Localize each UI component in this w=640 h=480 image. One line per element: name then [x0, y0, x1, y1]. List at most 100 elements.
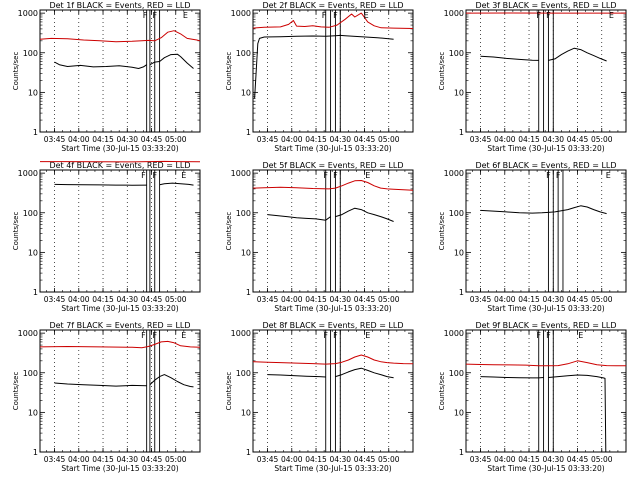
plot-frame — [465, 329, 627, 453]
x-tick-label: 04:00 — [68, 295, 90, 304]
x-tick-label: 04:00 — [68, 455, 90, 464]
panel-title: Det 7f BLACK = Events, RED = LLD — [49, 321, 190, 330]
marker-flag-label: E — [365, 331, 370, 340]
x-tick-label: 05:00 — [591, 455, 613, 464]
panel-det-5: Det 5f BLACK = Events, RED = LLD 1 10 100 10… — [225, 161, 414, 313]
x-axis-label: Start Time (30-Jul-15 03:33:20) — [274, 144, 391, 153]
y-tick-label: 10 — [454, 88, 464, 97]
event-rate-line — [254, 34, 394, 99]
panel-det-4: Det 4f BLACK = Events, RED = LLD 1 10 100 10… — [12, 160, 201, 313]
x-tick-label: 05:00 — [165, 295, 187, 304]
x-tick-label: 03:45 — [44, 455, 66, 464]
event-rate-line — [149, 53, 194, 69]
event-rate-line — [54, 382, 147, 387]
x-tick-label: 04:15 — [92, 455, 114, 464]
y-tick-label: 10 — [241, 408, 251, 417]
event-rate-line — [267, 374, 326, 378]
x-tick-label: 03:45 — [44, 295, 66, 304]
marker-flag-label: F — [333, 11, 338, 20]
x-tick-label: 03:45 — [470, 455, 492, 464]
y-tick-label: 10 — [454, 408, 464, 417]
marker-flag-label: F — [546, 11, 551, 20]
marker-flag-label: F — [536, 331, 541, 340]
x-tick-label: 04:00 — [68, 135, 90, 144]
x-tick-label: 04:15 — [518, 135, 540, 144]
event-rate-line — [267, 214, 331, 221]
panel-title: Det 3f BLACK = Events, RED = LLD — [475, 1, 616, 10]
marker-flag-label: E — [578, 331, 583, 340]
panel-title: Det 2f BLACK = Events, RED = LLD — [262, 1, 403, 10]
marker-flag-label: F — [152, 11, 157, 20]
y-tick-label: 1 — [33, 288, 38, 297]
x-tick-label: 04:15 — [305, 455, 327, 464]
x-tick-label: 04:30 — [542, 455, 564, 464]
x-tick-label: 03:45 — [257, 295, 279, 304]
y-axis-label: Counts/sec — [12, 212, 20, 251]
lld-rate-line — [252, 354, 414, 365]
y-axis-label: Counts/sec — [438, 372, 446, 411]
marker-flag-label: F — [333, 331, 338, 340]
x-axis-label: Start Time (30-Jul-15 03:33:20) — [487, 464, 604, 473]
y-axis-label: Counts/sec — [225, 372, 233, 411]
marker-flag-label: F — [323, 171, 328, 180]
x-tick-label: 03:45 — [257, 455, 279, 464]
x-tick-label: 03:45 — [470, 135, 492, 144]
y-axis-label: Counts/sec — [12, 372, 20, 411]
y-tick-label: 100 — [449, 369, 464, 378]
y-axis-label: Counts/sec — [225, 212, 233, 251]
panel-det-1: Det 1f BLACK = Events, RED = LLD 1 10 100 10… — [12, 1, 201, 153]
panel-det-3: Det 3f BLACK = Events, RED = LLD 1 10 100 10… — [438, 1, 627, 153]
panel-title: Det 5f BLACK = Events, RED = LLD — [262, 161, 403, 170]
x-tick-label: 04:15 — [92, 295, 114, 304]
panel-det-2: Det 2f BLACK = Events, RED = LLD 1 10 100 10… — [225, 1, 414, 153]
y-axis-label: Counts/sec — [12, 52, 20, 91]
y-tick-label: 100 — [449, 209, 464, 218]
x-tick-label: 04:00 — [281, 455, 303, 464]
marker-flag-label: E — [183, 11, 188, 20]
y-tick-label: 100 — [236, 369, 251, 378]
y-tick-label: 100 — [449, 49, 464, 58]
plot-frame — [39, 9, 201, 133]
marker-flag-label: F — [141, 171, 146, 180]
marker-flag-label: E — [606, 171, 611, 180]
x-axis-label: Start Time (30-Jul-15 03:33:20) — [274, 304, 391, 313]
panel-title: Det 8f BLACK = Events, RED = LLD — [262, 321, 403, 330]
y-tick-label: 100 — [236, 209, 251, 218]
x-tick-label: 03:45 — [470, 295, 492, 304]
plot-frame — [39, 329, 201, 453]
x-tick-label: 04:45 — [141, 135, 163, 144]
event-rate-line — [54, 183, 147, 186]
panel-det-6: Det 6f BLACK = Events, RED = LLD 1 10 100 10… — [438, 161, 627, 313]
plot-frame — [465, 9, 627, 133]
panel-det-8: Det 8f BLACK = Events, RED = LLD 1 10 100 10… — [225, 321, 414, 473]
x-tick-label: 04:15 — [518, 295, 540, 304]
event-rate-line — [480, 55, 539, 61]
event-rate-line — [548, 374, 607, 453]
y-tick-label: 1 — [33, 128, 38, 137]
y-tick-label: 1000 — [18, 169, 38, 178]
panel-det-7: Det 7f BLACK = Events, RED = LLD 1 10 100 10… — [12, 321, 201, 473]
event-rate-line — [480, 205, 607, 215]
x-tick-label: 04:15 — [305, 135, 327, 144]
x-tick-label: 04:45 — [567, 455, 589, 464]
x-tick-label: 04:15 — [92, 135, 114, 144]
y-tick-label: 1 — [246, 448, 251, 457]
x-tick-label: 04:15 — [305, 295, 327, 304]
y-tick-label: 1000 — [18, 9, 38, 18]
x-tick-label: 05:00 — [591, 295, 613, 304]
x-tick-label: 05:00 — [165, 455, 187, 464]
y-tick-label: 1000 — [231, 329, 251, 338]
y-tick-label: 1 — [246, 128, 251, 137]
marker-flag-label: F — [152, 171, 157, 180]
marker-flag-label: E — [181, 331, 186, 340]
x-tick-label: 04:45 — [354, 295, 376, 304]
plot-frame — [39, 169, 201, 293]
x-tick-label: 03:45 — [44, 135, 66, 144]
event-rate-line — [548, 47, 607, 62]
x-tick-label: 05:00 — [378, 295, 400, 304]
event-rate-line — [149, 374, 194, 388]
x-tick-label: 04:45 — [354, 135, 376, 144]
marker-flag-label: F — [536, 11, 541, 20]
lld-rate-line — [252, 180, 414, 191]
y-tick-label: 10 — [28, 248, 38, 257]
